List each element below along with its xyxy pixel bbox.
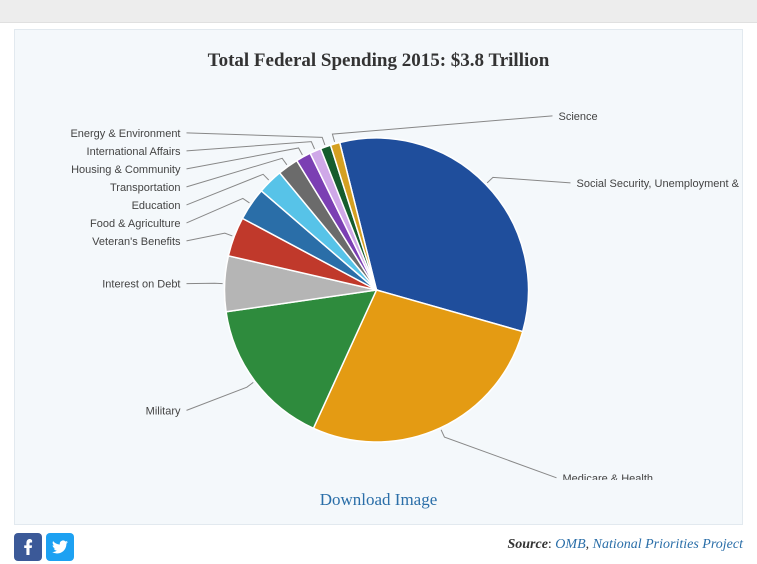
slice-label: Food & Agriculture <box>90 218 181 230</box>
leader-line <box>187 133 325 145</box>
leader-line <box>441 430 556 478</box>
download-row: Download Image <box>15 490 742 510</box>
chart-card: Total Federal Spending 2015: $3.8 Trilli… <box>14 29 743 525</box>
slice-label: Science <box>559 111 598 123</box>
download-link[interactable]: Download Image <box>320 490 438 509</box>
source-line: Source: OMB, National Priorities Project <box>507 537 743 553</box>
source-link-npp[interactable]: National Priorities Project <box>593 537 743 552</box>
slice-label: Social Security, Unemployment & Labor <box>577 178 743 190</box>
twitter-icon <box>52 539 68 555</box>
leader-line <box>187 148 303 169</box>
source-label: Source <box>507 537 547 552</box>
leader-line <box>487 177 570 183</box>
source-link-omb[interactable]: OMB <box>555 537 585 552</box>
facebook-button[interactable] <box>14 533 42 561</box>
footer: Source: OMB, National Priorities Project <box>14 533 743 563</box>
slice-label: Interest on Debt <box>102 279 180 291</box>
facebook-icon <box>20 539 36 555</box>
leader-line <box>187 198 250 222</box>
leader-line <box>187 382 254 410</box>
slice-label: Veteran's Benefits <box>92 236 181 248</box>
source-sep: , <box>586 537 593 552</box>
top-bar <box>0 0 757 23</box>
twitter-button[interactable] <box>46 533 74 561</box>
leader-line <box>187 142 315 151</box>
leader-line <box>187 233 233 241</box>
chart-title: Total Federal Spending 2015: $3.8 Trilli… <box>15 30 742 72</box>
slice-label: Medicare & Health <box>563 473 654 480</box>
pie-svg: Energy & Environment International Affair… <box>15 84 742 480</box>
slice-label: Military <box>146 405 181 417</box>
social-buttons <box>14 533 74 561</box>
slice-label: Transportation <box>110 182 181 194</box>
slice-label: Housing & Community <box>71 164 181 176</box>
pie-chart: Energy & Environment International Affair… <box>15 84 742 480</box>
slice-label: Education <box>132 200 181 212</box>
slice-label: International Affairs <box>87 146 181 158</box>
slice-label: Energy & Environment <box>70 128 180 140</box>
